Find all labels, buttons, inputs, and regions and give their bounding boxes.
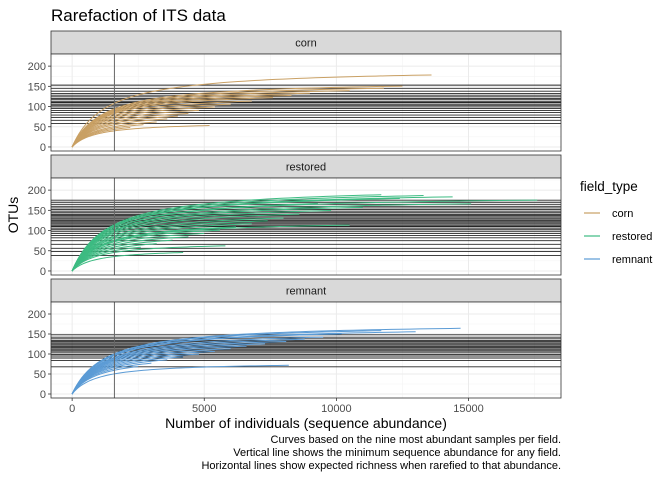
rarefaction-curve xyxy=(71,125,210,148)
y-tick-label: 200 xyxy=(28,309,46,321)
facet-panel-restored: restored 0 50 100 150 200 xyxy=(28,154,562,278)
y-tick-label: 50 xyxy=(34,122,46,134)
y-tick-label: 0 xyxy=(40,142,46,154)
legend-title: field_type xyxy=(580,179,638,194)
legend-entry-corn: corn xyxy=(584,208,633,220)
facet-strip-label: corn xyxy=(295,38,316,50)
caption-line-3: Horizontal lines show expected richness … xyxy=(201,460,561,472)
rarefaction-curve xyxy=(71,213,300,272)
x-tick-label: 10000 xyxy=(321,403,352,415)
y-tick-label: 100 xyxy=(28,102,46,114)
panel-border xyxy=(50,177,562,276)
rarefaction-curve xyxy=(71,198,400,272)
y-tick-label: 0 xyxy=(40,266,46,278)
facet-strip-label: remnant xyxy=(286,286,326,298)
y-tick-label: 100 xyxy=(28,226,46,238)
y-tick-label: 0 xyxy=(40,389,46,401)
y-tick-label: 200 xyxy=(28,61,46,73)
panel-border xyxy=(50,53,562,152)
legend: field_type corn restored remnant xyxy=(580,179,652,266)
rarefaction-curve xyxy=(71,74,432,148)
legend-entry-remnant: remnant xyxy=(584,254,652,266)
rarefaction-curve xyxy=(71,333,342,395)
facet-panel-corn: corn 0 50 100 150 200 xyxy=(28,30,562,154)
y-axis-title: OTUs xyxy=(5,197,21,234)
legend-label: corn xyxy=(612,208,633,220)
rarefaction-curve xyxy=(71,364,289,395)
x-axis-title: Number of individuals (sequence abundanc… xyxy=(165,415,447,431)
legend-label: restored xyxy=(612,231,652,243)
rarefaction-curve xyxy=(71,194,382,272)
caption: Curves based on the nine most abundant s… xyxy=(201,434,561,472)
x-tick-label: 0 xyxy=(69,403,75,415)
y-tick-label: 50 xyxy=(34,369,46,381)
caption-line-2: Vertical line shows the minimum sequence… xyxy=(233,447,561,459)
x-tick-label: 15000 xyxy=(453,403,484,415)
chart-title: Rarefaction of ITS data xyxy=(51,6,226,25)
rarefaction-curve xyxy=(71,202,318,272)
rarefaction-curve xyxy=(71,206,363,272)
x-axis: 0 5000 10000 15000 xyxy=(69,398,484,415)
facet-strip-label: restored xyxy=(286,162,326,174)
y-tick-label: 150 xyxy=(28,205,46,217)
facet-panels: corn050100150200restored050100150200remn… xyxy=(28,30,562,415)
facet-panel-remnant: remnant 0 50 100 150 200 xyxy=(28,278,562,401)
rarefaction-curve xyxy=(71,209,332,272)
y-tick-label: 100 xyxy=(28,349,46,361)
y-tick-label: 200 xyxy=(28,185,46,197)
y-tick-label: 50 xyxy=(34,246,46,258)
rarefaction-curve xyxy=(71,252,184,272)
y-tick-label: 150 xyxy=(28,81,46,93)
legend-entry-restored: restored xyxy=(584,231,652,243)
y-tick-label: 150 xyxy=(28,329,46,341)
rarefaction-curve xyxy=(71,330,382,395)
panel-border xyxy=(50,301,562,399)
x-tick-label: 5000 xyxy=(192,403,216,415)
legend-label: remnant xyxy=(612,254,652,266)
rarefaction-curve xyxy=(71,203,472,272)
caption-line-1: Curves based on the nine most abundant s… xyxy=(271,434,561,446)
rarefaction-curve xyxy=(71,245,226,272)
